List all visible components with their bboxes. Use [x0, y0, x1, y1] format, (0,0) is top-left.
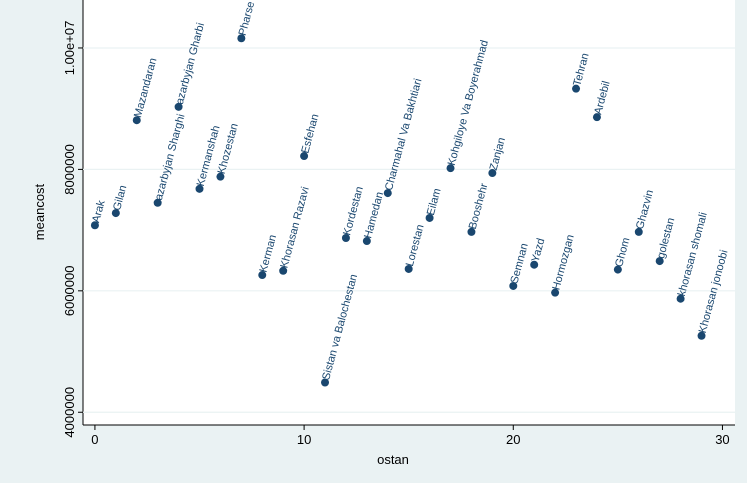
point: [383, 189, 392, 198]
point: [572, 84, 581, 93]
point: [467, 227, 476, 236]
point: [530, 260, 539, 269]
point: [174, 102, 183, 111]
y-tick-label: 6000000: [62, 266, 77, 317]
point: [341, 234, 350, 242]
plot-area: [83, 0, 735, 425]
point: [153, 198, 162, 207]
y-tick-label: 1.00e+07: [62, 21, 77, 76]
x-tick-label: 0: [91, 432, 98, 447]
point: [446, 164, 455, 173]
x-tick-label: 20: [506, 432, 520, 447]
point: [404, 264, 413, 273]
point: [697, 331, 706, 340]
point: [613, 265, 622, 274]
point: [634, 227, 643, 236]
point: [216, 172, 225, 181]
y-tick-label: 8000000: [62, 144, 77, 195]
point: [237, 34, 246, 43]
point: [655, 257, 664, 266]
point: [90, 221, 99, 230]
point: [132, 116, 141, 125]
point: [258, 271, 267, 280]
point: [488, 169, 497, 178]
point: [321, 378, 330, 387]
point: [300, 152, 309, 161]
y-tick-label: 4000000: [62, 387, 77, 438]
y-axis-title: meancost: [32, 183, 47, 240]
point-label: Arak: [90, 199, 108, 224]
point: [362, 237, 371, 246]
point: [676, 294, 685, 303]
point: [551, 288, 560, 297]
point: [509, 281, 518, 290]
point: [111, 209, 120, 218]
x-tick-label: 10: [297, 432, 311, 447]
point: [195, 184, 204, 193]
point: [425, 213, 434, 222]
point: [592, 113, 601, 122]
x-axis-title: ostan: [377, 452, 409, 467]
x-tick-label: 30: [715, 432, 729, 447]
point: [279, 266, 288, 275]
